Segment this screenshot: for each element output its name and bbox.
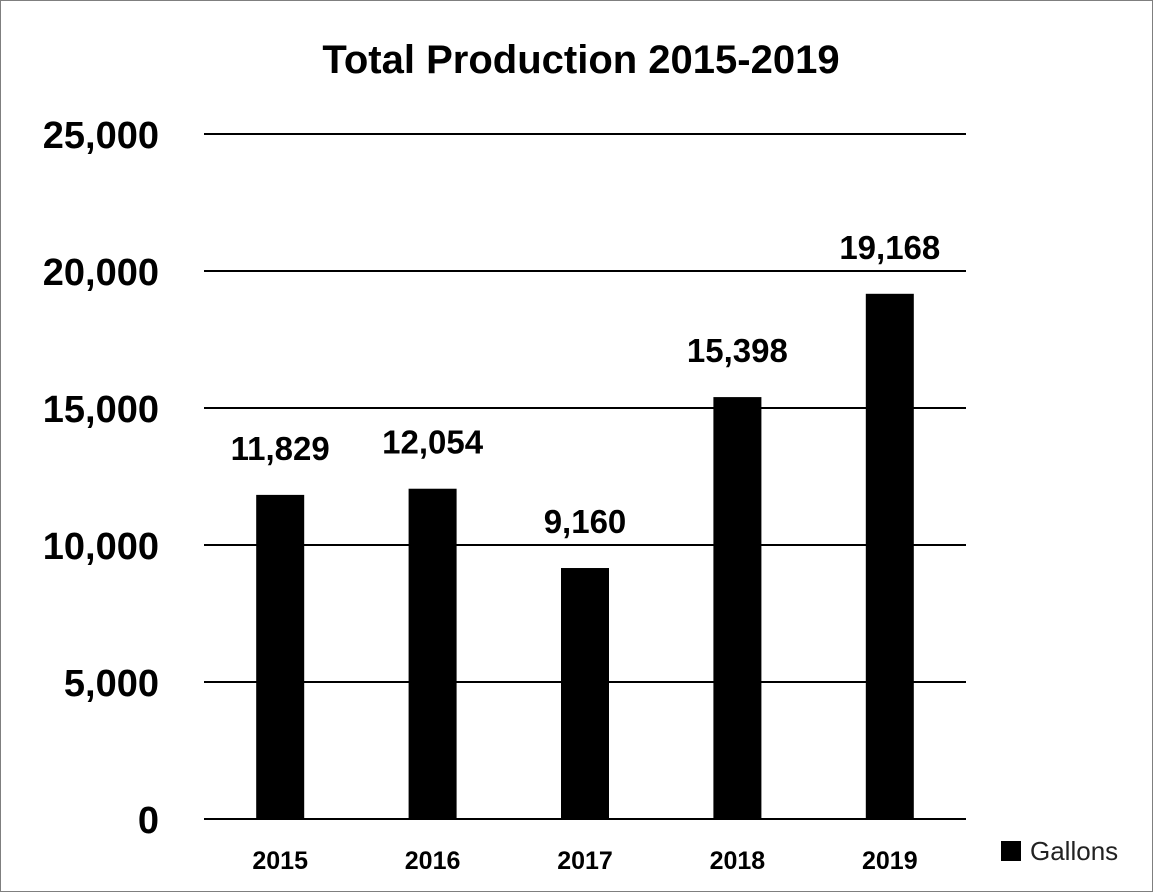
y-tick-label: 25,000 — [43, 115, 159, 157]
x-tick-label: 2016 — [405, 847, 461, 875]
legend-swatch-gallons — [1001, 841, 1021, 861]
x-axis-tick-labels: 2015 2016 2017 2018 2019 — [252, 847, 917, 875]
data-label: 11,829 — [231, 430, 330, 467]
bar — [865, 293, 914, 819]
bar — [561, 568, 609, 819]
legend: Gallons — [1001, 836, 1118, 866]
data-label: 15,398 — [687, 332, 788, 369]
y-tick-label: 5,000 — [64, 663, 159, 705]
x-tick-label: 2019 — [862, 847, 918, 875]
x-tick-label: 2018 — [710, 847, 766, 875]
bar — [256, 494, 305, 819]
data-label: 12,054 — [382, 424, 484, 461]
y-tick-label: 20,000 — [43, 252, 159, 294]
y-tick-label: 10,000 — [43, 526, 159, 568]
data-label: 9,160 — [544, 503, 627, 540]
y-tick-label: 0 — [138, 800, 159, 842]
x-tick-label: 2015 — [252, 847, 308, 875]
x-tick-label: 2017 — [557, 847, 613, 875]
bar — [408, 488, 457, 819]
gridlines — [204, 133, 966, 820]
data-label: 19,168 — [839, 229, 940, 266]
legend-label-gallons: Gallons — [1030, 836, 1118, 866]
chart-title: Total Production 2015-2019 — [322, 38, 839, 82]
bars: 11,829 12,054 9,160 15,398 19,168 — [231, 229, 940, 819]
y-axis-tick-labels: 0 5,000 10,000 15,000 20,000 25,000 — [43, 115, 159, 842]
bar — [713, 397, 762, 819]
y-tick-label: 15,000 — [43, 389, 159, 431]
